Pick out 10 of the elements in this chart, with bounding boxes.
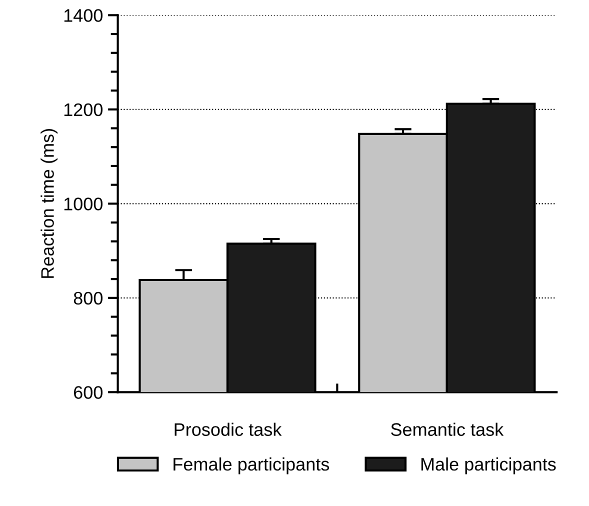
- legend-label: Male participants: [421, 457, 556, 474]
- y-tick-label: 1200: [64, 103, 103, 116]
- x-tick-label: Prosodic task: [174, 422, 282, 436]
- y-tick-label: 800: [74, 292, 103, 305]
- y-tick-label: 1400: [64, 9, 103, 22]
- y-tick-label: 1000: [64, 198, 103, 210]
- y-axis-title: Reaction time (ms): [40, 129, 58, 278]
- legend-label: Female participants: [174, 457, 330, 474]
- x-tick-label: Semantic task: [391, 422, 504, 436]
- y-tick-label: 600: [74, 386, 103, 399]
